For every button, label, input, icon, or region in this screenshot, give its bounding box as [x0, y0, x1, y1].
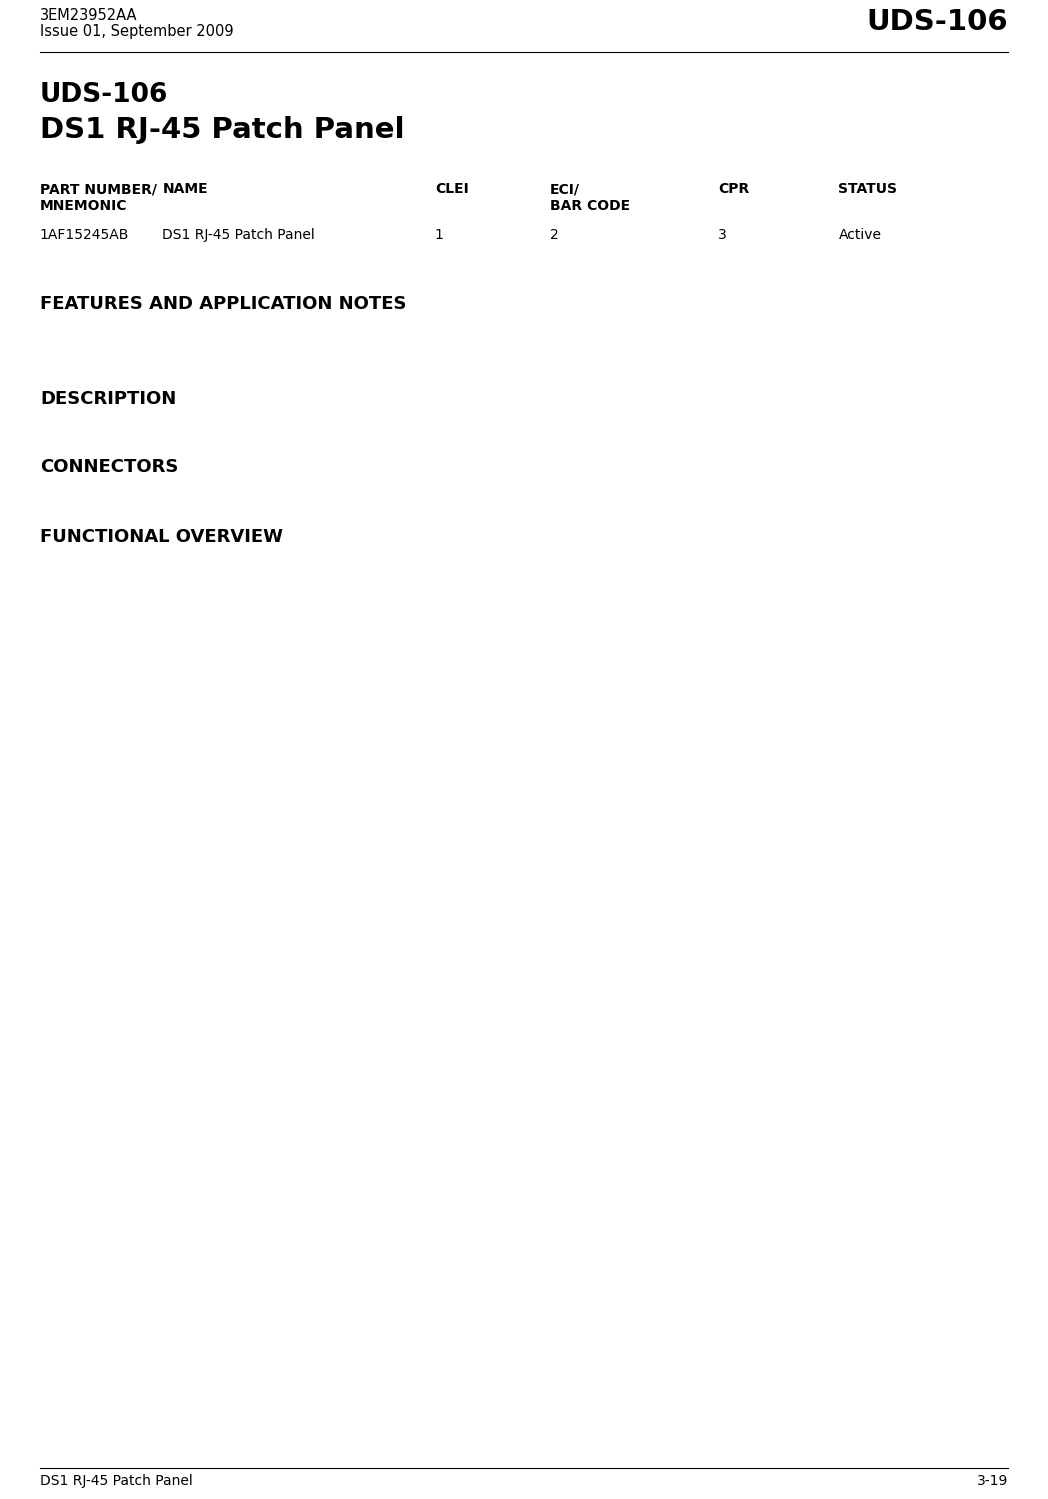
Text: STATUS: STATUS [838, 181, 897, 196]
Text: DS1 RJ-45 Patch Panel: DS1 RJ-45 Patch Panel [40, 1474, 193, 1489]
Text: CONNECTORS: CONNECTORS [40, 459, 178, 477]
Text: 1: 1 [435, 228, 443, 241]
Text: Issue 01, September 2009: Issue 01, September 2009 [40, 24, 234, 39]
Text: 1AF15245AB: 1AF15245AB [40, 228, 129, 241]
Text: DESCRIPTION: DESCRIPTION [40, 390, 176, 408]
Text: 2: 2 [550, 228, 559, 241]
Text: UDS-106: UDS-106 [867, 7, 1008, 36]
Text: 3: 3 [718, 228, 726, 241]
Text: 3-19: 3-19 [977, 1474, 1008, 1489]
Text: FEATURES AND APPLICATION NOTES: FEATURES AND APPLICATION NOTES [40, 295, 407, 313]
Text: CPR: CPR [718, 181, 749, 196]
Text: PART NUMBER/
MNEMONIC: PART NUMBER/ MNEMONIC [40, 181, 157, 213]
Text: FUNCTIONAL OVERVIEW: FUNCTIONAL OVERVIEW [40, 528, 283, 546]
Text: DS1 RJ-45 Patch Panel: DS1 RJ-45 Patch Panel [40, 115, 405, 144]
Text: ECI/
BAR CODE: ECI/ BAR CODE [550, 181, 630, 213]
Text: DS1 RJ-45 Patch Panel: DS1 RJ-45 Patch Panel [162, 228, 315, 241]
Text: UDS-106: UDS-106 [40, 82, 169, 108]
Text: 3EM23952AA: 3EM23952AA [40, 7, 137, 22]
Text: NAME: NAME [162, 181, 209, 196]
Text: Active: Active [838, 228, 881, 241]
Text: CLEI: CLEI [435, 181, 468, 196]
